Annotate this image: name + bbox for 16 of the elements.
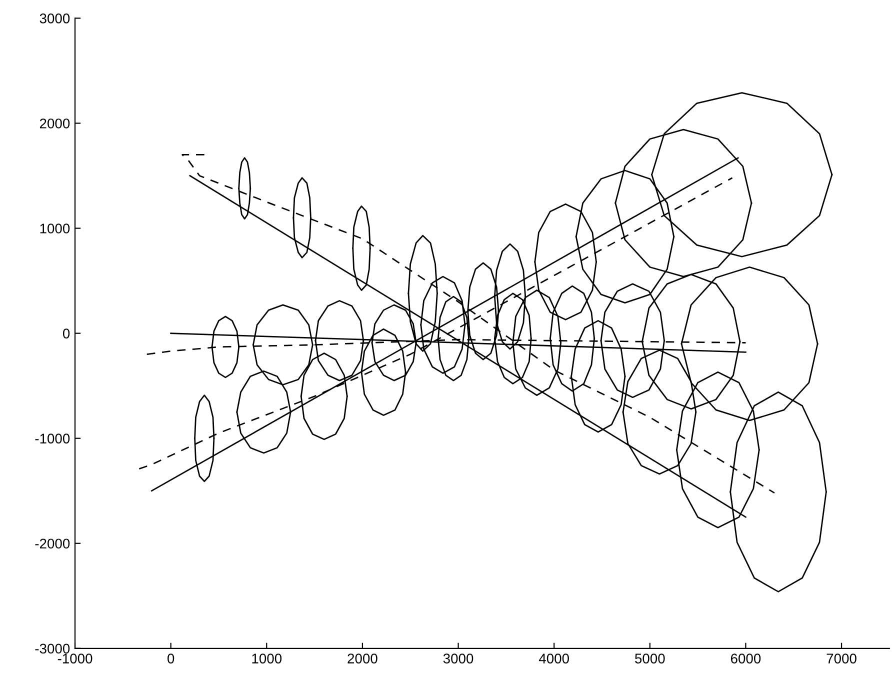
y-tick-label: -1000	[35, 434, 70, 444]
x-tick-label: 4000	[538, 654, 569, 664]
y-tick-label: 1000	[40, 224, 70, 234]
y-tick-label: 2000	[40, 118, 70, 128]
y-tick-label: 3000	[40, 14, 70, 24]
x-tick-label: 2000	[348, 654, 378, 664]
y-tick-label: 0	[62, 328, 70, 338]
x-tick-label: 3000	[443, 654, 474, 664]
x-tick-label: 5000	[635, 654, 665, 664]
y-tick-label: -2000	[35, 538, 70, 549]
x-tick-label: 6000	[730, 654, 761, 664]
x-tick-label: 0	[168, 654, 174, 664]
x-tick-label: -1000	[58, 654, 92, 664]
x-tick-label: 1000	[252, 654, 282, 664]
x-tick-label: 7000	[826, 654, 856, 664]
y-tick-label: -3000	[35, 644, 70, 654]
